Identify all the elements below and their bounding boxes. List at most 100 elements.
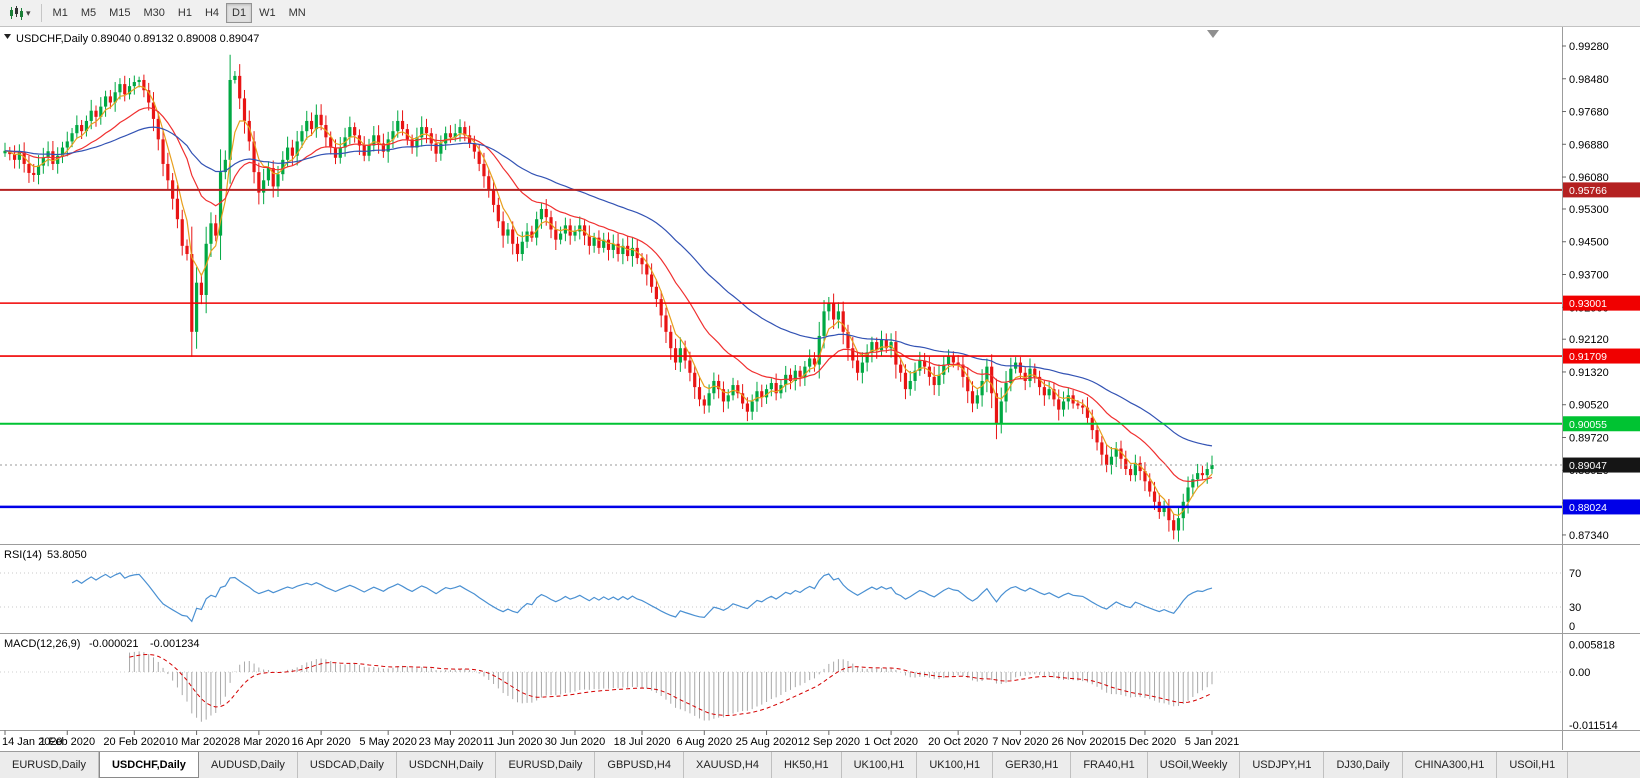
tab-dj30-daily[interactable]: DJ30,Daily <box>1324 752 1403 778</box>
candle-body <box>94 110 98 117</box>
timeframe-m30-button[interactable]: M30 <box>138 3 171 23</box>
candle-body <box>70 133 74 142</box>
candle-body <box>482 163 486 177</box>
candle-body <box>372 135 376 146</box>
level-price-tag[interactable] <box>1563 182 1640 198</box>
candle-body <box>951 356 955 363</box>
price-axis-label: 0.93700 <box>1569 270 1609 282</box>
candle-body <box>712 380 716 394</box>
candle-body <box>180 219 184 246</box>
candle-body <box>1052 389 1056 400</box>
price-axis-label: 0.94500 <box>1569 237 1609 249</box>
candle-body <box>491 190 496 205</box>
candle-body <box>17 152 21 160</box>
candle-body <box>348 127 352 138</box>
tab-china300-h1[interactable]: CHINA300,H1 <box>1402 752 1498 778</box>
price-axis-label: 0.95300 <box>1569 204 1609 216</box>
macd-axis-label: 0.005818 <box>1569 640 1615 652</box>
tab-ger30-h1[interactable]: GER30,H1 <box>993 752 1072 778</box>
level-price-tag[interactable] <box>1563 348 1640 364</box>
candle-body <box>664 315 668 332</box>
candle-body <box>27 163 31 173</box>
tab-fra40-h1[interactable]: FRA40,H1 <box>1071 752 1148 778</box>
tab-gbpusd-h4[interactable]: GBPUSD,H4 <box>595 752 684 778</box>
candle-body <box>333 147 338 158</box>
candle-body <box>1167 507 1171 521</box>
level-price-tag-label: 0.90055 <box>1569 419 1607 431</box>
candle-body <box>123 84 127 95</box>
tab-eurusd-daily[interactable]: EURUSD,Daily <box>0 752 99 778</box>
candle-body <box>300 131 304 142</box>
level-price-tag[interactable] <box>1563 416 1640 432</box>
tab-xauusd-h4[interactable]: XAUUSD,H4 <box>683 752 772 778</box>
candle-body <box>262 180 266 193</box>
candle-body <box>1061 401 1066 410</box>
tab-usdjpy-h1[interactable]: USDJPY,H1 <box>1240 752 1325 778</box>
tab-uk100-h1[interactable]: UK100,H1 <box>841 752 918 778</box>
candle-body <box>472 143 476 152</box>
price-axis-label: 0.97680 <box>1569 107 1609 119</box>
rsi-line <box>71 572 1213 623</box>
timeframe-m15-button[interactable]: M15 <box>103 3 136 23</box>
price-axis-label: 0.96080 <box>1569 172 1609 184</box>
timeframe-mn-button[interactable]: MN <box>283 3 312 23</box>
macd-signal-value: -0.001234 <box>150 638 200 650</box>
candle-body <box>1172 520 1176 531</box>
candle-body <box>1205 469 1209 476</box>
candle-body <box>669 331 673 349</box>
chart-type-button[interactable]: ▾ <box>4 3 36 24</box>
tab-eurusd-daily[interactable]: EURUSD,Daily <box>496 752 596 778</box>
timeframe-w1-button[interactable]: W1 <box>253 3 282 23</box>
candle-body <box>606 239 611 250</box>
candle-body <box>199 282 203 295</box>
candle-body <box>448 133 453 138</box>
candle-body <box>798 370 802 377</box>
tab-usoil-weekly[interactable]: USOil,Weekly <box>1147 752 1241 778</box>
tab-usdchf-daily[interactable]: USDCHF,Daily <box>98 752 199 778</box>
current-price-tag[interactable] <box>1563 457 1640 473</box>
level-price-tag[interactable] <box>1563 499 1640 515</box>
level-price-tag[interactable] <box>1563 295 1640 311</box>
candle-body <box>89 110 93 121</box>
timeframe-m5-button[interactable]: M5 <box>75 3 102 23</box>
timeframe-h1-button[interactable]: H1 <box>172 3 198 23</box>
candle-body <box>1176 518 1181 531</box>
candle-body <box>755 391 759 402</box>
candle-body <box>578 225 582 232</box>
candle-body <box>108 96 112 103</box>
candle-body <box>1210 465 1214 470</box>
timeframe-h4-button[interactable]: H4 <box>199 3 225 23</box>
candle-body <box>875 342 879 351</box>
tab-usdcnh-daily[interactable]: USDCNH,Daily <box>396 752 497 778</box>
candle-body <box>1018 362 1023 373</box>
candle-body <box>626 245 630 257</box>
candle-body <box>621 245 625 255</box>
candle-body <box>855 360 860 373</box>
tab-usdcad-daily[interactable]: USDCAD,Daily <box>297 752 397 778</box>
candle-body <box>736 385 740 394</box>
candle-body <box>1138 462 1142 472</box>
candle-body <box>860 362 864 373</box>
rsi-axis-label: 70 <box>1569 568 1581 580</box>
tab-hk50-h1[interactable]: HK50,H1 <box>771 752 842 778</box>
candle-body <box>899 364 903 373</box>
chart-shift-marker[interactable] <box>1207 30 1219 38</box>
chart-canvas[interactable]: 0.99280 0.98480 0.97680 0.96880 0.96080 0.953… <box>0 27 1640 751</box>
chevron-down-icon: ▾ <box>26 7 31 18</box>
candle-body <box>764 389 769 398</box>
timeframe-d1-button[interactable]: D1 <box>226 3 253 23</box>
timeframe-m1-button[interactable]: M1 <box>47 3 74 23</box>
tab-usoil-h1[interactable]: USOil,H1 <box>1497 752 1569 778</box>
candle-body <box>36 165 41 175</box>
candle-body <box>156 118 160 140</box>
candle-body <box>439 143 443 154</box>
candle-body <box>1124 458 1128 470</box>
price-axis-label: 0.91320 <box>1569 367 1609 379</box>
symbol-dropdown-icon[interactable] <box>4 34 11 39</box>
tab-audusd-daily[interactable]: AUDUSD,Daily <box>198 752 298 778</box>
candle-body <box>745 403 750 412</box>
date-label: 23 May 2020 <box>419 736 483 748</box>
tab-uk100-h1[interactable]: UK100,H1 <box>917 752 994 778</box>
candle-body <box>194 282 199 332</box>
candle-body <box>616 243 620 255</box>
